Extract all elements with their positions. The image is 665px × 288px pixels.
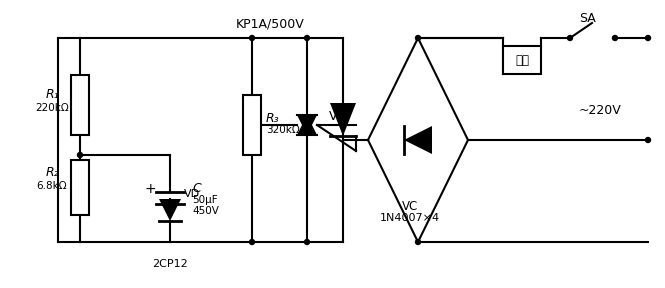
Circle shape <box>646 35 650 41</box>
Text: 320kΩ: 320kΩ <box>266 125 300 135</box>
Circle shape <box>78 153 82 158</box>
Text: 2CP12: 2CP12 <box>152 259 188 269</box>
Text: R₂: R₂ <box>45 166 59 179</box>
Text: 负载: 负载 <box>515 54 529 67</box>
Text: +: + <box>144 182 156 196</box>
Text: 220kΩ: 220kΩ <box>35 103 69 113</box>
Polygon shape <box>297 115 317 135</box>
Circle shape <box>567 35 573 41</box>
Text: VD: VD <box>184 189 200 199</box>
Text: 6.8kΩ: 6.8kΩ <box>37 181 67 191</box>
Text: 50μF: 50μF <box>192 195 217 205</box>
Circle shape <box>612 35 618 41</box>
Text: C: C <box>192 181 201 194</box>
Text: KP1A/500V: KP1A/500V <box>235 18 305 31</box>
Text: R₁: R₁ <box>45 88 59 101</box>
Polygon shape <box>297 115 317 135</box>
Circle shape <box>416 35 420 41</box>
Polygon shape <box>330 103 356 136</box>
Bar <box>243 95 261 155</box>
Circle shape <box>305 35 309 41</box>
Text: V: V <box>329 111 338 124</box>
Circle shape <box>416 240 420 245</box>
Text: 450V: 450V <box>192 206 219 216</box>
Bar <box>71 160 89 215</box>
Text: 1N4007×4: 1N4007×4 <box>380 213 440 223</box>
Circle shape <box>249 240 255 245</box>
Bar <box>71 75 89 135</box>
Text: R₃: R₃ <box>266 111 279 124</box>
Text: VC: VC <box>402 200 418 213</box>
Circle shape <box>305 240 309 245</box>
Circle shape <box>646 137 650 143</box>
Polygon shape <box>404 126 432 154</box>
Text: ~220V: ~220V <box>579 103 621 117</box>
Circle shape <box>249 35 255 41</box>
Bar <box>503 46 541 74</box>
Text: SA: SA <box>580 12 597 24</box>
Polygon shape <box>159 199 181 221</box>
